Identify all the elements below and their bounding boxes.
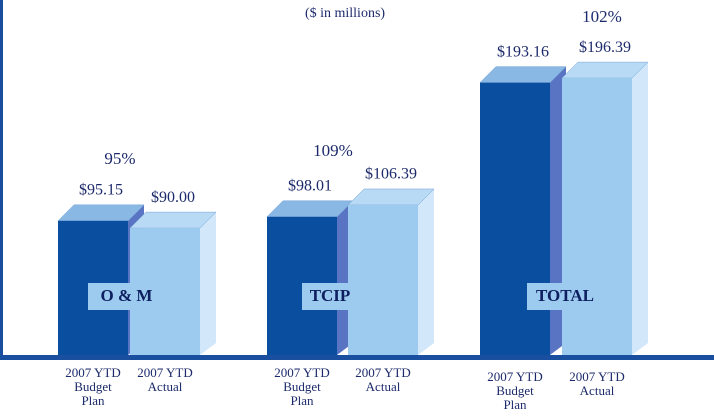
bar <box>480 82 550 355</box>
category-label: O & M <box>101 286 153 305</box>
bar-side <box>418 188 434 355</box>
percent-label: 109% <box>313 141 353 160</box>
x-tick-label: 2007 YTD Budget Plan <box>65 365 121 408</box>
value-label: $106.39 <box>365 166 417 183</box>
percent-label: 102% <box>582 7 622 26</box>
chart-subtitle: ($ in millions) <box>305 6 385 21</box>
category-box <box>88 283 165 310</box>
left-border <box>0 0 3 358</box>
value-label: $193.16 <box>497 43 549 60</box>
x-tick-label: 2007 YTD Actual <box>355 365 411 394</box>
baseline <box>0 355 714 360</box>
value-label: $90.00 <box>151 189 195 206</box>
x-tick-label: 2007 YTD Actual <box>137 365 193 394</box>
bar-side <box>632 62 648 356</box>
x-tick-label: 2007 YTD Actual <box>569 369 625 398</box>
bar-side <box>200 212 216 355</box>
value-label: $98.01 <box>288 177 332 194</box>
category-box <box>302 283 358 310</box>
x-tick-label: 2007 YTD Budget Plan <box>274 365 330 408</box>
category-label: TOTAL <box>536 286 594 305</box>
x-tick-label: 2007 YTD Budget Plan <box>487 369 543 412</box>
bar <box>562 78 632 356</box>
percent-label: 95% <box>104 149 135 168</box>
value-label: $196.39 <box>579 39 631 56</box>
category-box <box>527 283 603 310</box>
category-label: TCIP <box>310 286 351 305</box>
bar <box>348 204 418 355</box>
value-label: $95.15 <box>79 182 123 199</box>
